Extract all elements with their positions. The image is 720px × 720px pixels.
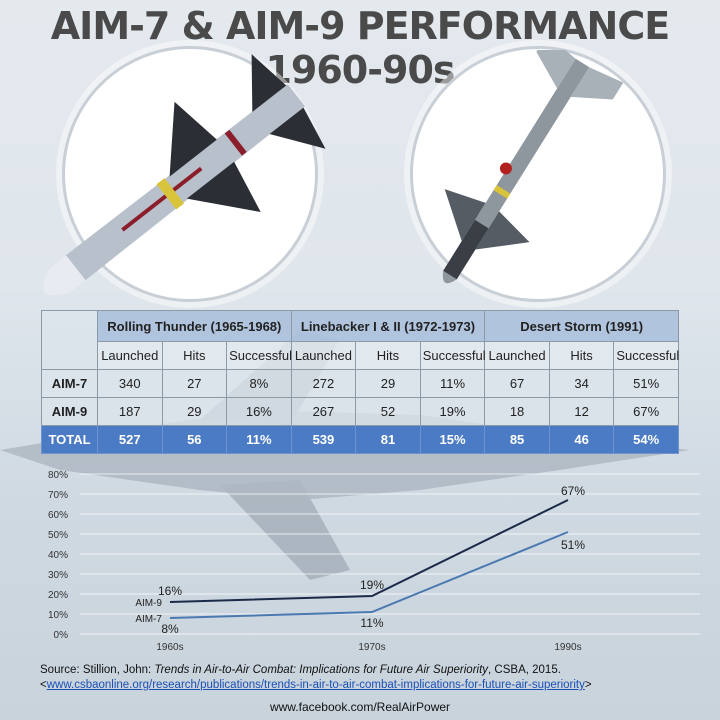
- table-cell: 267: [290, 397, 357, 426]
- col-successful: Successful: [226, 341, 292, 370]
- col-hits: Hits: [548, 341, 615, 370]
- page-title: AIM-7 & AIM-9 PERFORMANCE 1960-90s: [50, 4, 670, 92]
- y-tick-label: 50%: [48, 530, 68, 541]
- y-tick-label: 10%: [48, 610, 68, 621]
- col-hits: Hits: [161, 341, 228, 370]
- x-tick-label: 1990s: [554, 642, 581, 653]
- series-line-aim-9: [169, 499, 569, 603]
- table-cell: 56: [161, 425, 228, 454]
- source-link-close: >: [584, 679, 592, 691]
- source-title: Trends in Air-to-Air Combat: Implication…: [154, 664, 489, 676]
- table-cell: 187: [97, 397, 163, 426]
- table-cell: 8%: [226, 369, 292, 398]
- source-link-open: <: [40, 679, 47, 691]
- table-cell: 12: [548, 397, 615, 426]
- y-tick-label: 40%: [48, 550, 68, 561]
- series-line-aim-7: [169, 531, 569, 619]
- table-cell: 16%: [226, 397, 292, 426]
- row-label: AIM-7: [41, 369, 98, 398]
- source-prefix: Source: Stillion, John:: [40, 664, 155, 676]
- table-cell: 11%: [419, 369, 486, 398]
- table-row-aim7: AIM-7 340 27 8% 272 29 11% 67 34 51%: [41, 369, 679, 398]
- table-cell: 27: [161, 369, 228, 398]
- data-label: 16%: [158, 584, 182, 598]
- table-cell: 539: [290, 425, 357, 454]
- y-tick-label: 70%: [48, 490, 68, 501]
- table-cell: 11%: [226, 425, 292, 454]
- table-cell: 340: [97, 369, 163, 398]
- col-launched: Launched: [97, 341, 163, 370]
- table-cell: 15%: [419, 425, 486, 454]
- group-desert-storm: Desert Storm (1991): [484, 310, 679, 342]
- table-row-total: TOTAL 527 56 11% 539 81 15% 85 46 54%: [41, 425, 679, 454]
- table-cell: 67%: [613, 397, 679, 426]
- table-cell: 85: [484, 425, 550, 454]
- row-label: AIM-9: [41, 397, 98, 426]
- aim9-missile-image: [442, 50, 624, 284]
- series-name-label: AIM-9: [135, 598, 162, 609]
- col-launched: Launched: [290, 341, 357, 370]
- y-tick-label: 30%: [48, 570, 68, 581]
- series-name-label: AIM-7: [135, 614, 162, 625]
- data-label: 19%: [360, 578, 384, 592]
- chart-svg: 0% 10% 20% 30% 40% 50% 60% 70% 80% 1960s 1970s 1990…: [48, 470, 700, 653]
- table-corner-cell: [41, 310, 98, 370]
- table-cell: 19%: [419, 397, 486, 426]
- source-citation: Source: Stillion, John: Trends in Air-to…: [40, 663, 700, 693]
- table-cell: 67: [484, 369, 550, 398]
- table-cell: 18: [484, 397, 550, 426]
- data-label: 51%: [561, 538, 585, 552]
- row-label: TOTAL: [41, 425, 98, 454]
- table-cell: 51%: [613, 369, 679, 398]
- source-link[interactable]: www.csbaonline.org/research/publications…: [46, 679, 585, 691]
- table-cell: 52: [355, 397, 421, 426]
- table-cell: 272: [290, 369, 357, 398]
- y-tick-label: 80%: [48, 470, 68, 481]
- performance-table: Rolling Thunder (1965-1968) Linebacker I…: [41, 310, 679, 454]
- aim7-missile-image: [42, 54, 326, 296]
- col-hits: Hits: [355, 341, 421, 370]
- table-cell: 29: [161, 397, 228, 426]
- data-label: 8%: [161, 622, 179, 636]
- col-launched: Launched: [484, 341, 550, 370]
- x-tick-label: 1960s: [156, 642, 183, 653]
- table-cell: 34: [548, 369, 615, 398]
- group-linebacker: Linebacker I & II (1972-1973): [290, 310, 486, 342]
- footer-credit: www.facebook.com/RealAirPower: [269, 700, 451, 714]
- data-label: 11%: [360, 616, 383, 630]
- y-tick-label: 0%: [54, 630, 69, 641]
- table-row-aim9: AIM-9 187 29 16% 267 52 19% 18 12 67%: [41, 397, 679, 426]
- table-group-header-row: Rolling Thunder (1965-1968) Linebacker I…: [41, 310, 679, 370]
- y-tick-label: 60%: [48, 510, 68, 521]
- table-cell: 29: [355, 369, 421, 398]
- x-tick-label: 1970s: [358, 642, 385, 653]
- y-tick-label: 20%: [48, 590, 68, 601]
- table-cell: 46: [548, 425, 615, 454]
- success-rate-chart: 0% 10% 20% 30% 40% 50% 60% 70% 80% 1960s 1970s 1990…: [0, 458, 720, 658]
- table-cell: 81: [355, 425, 421, 454]
- data-label: 67%: [561, 484, 585, 498]
- table-cell: 54%: [613, 425, 679, 454]
- table-subheader-row: Launched Hits Successful Launched Hits S…: [42, 341, 679, 370]
- col-successful: Successful: [419, 341, 486, 370]
- source-suffix: , CSBA, 2015.: [488, 664, 561, 676]
- aim9-photo-circle: [410, 46, 666, 302]
- group-rolling-thunder: Rolling Thunder (1965-1968): [97, 310, 292, 342]
- table-cell: 527: [97, 425, 163, 454]
- col-successful: Successful: [613, 341, 679, 370]
